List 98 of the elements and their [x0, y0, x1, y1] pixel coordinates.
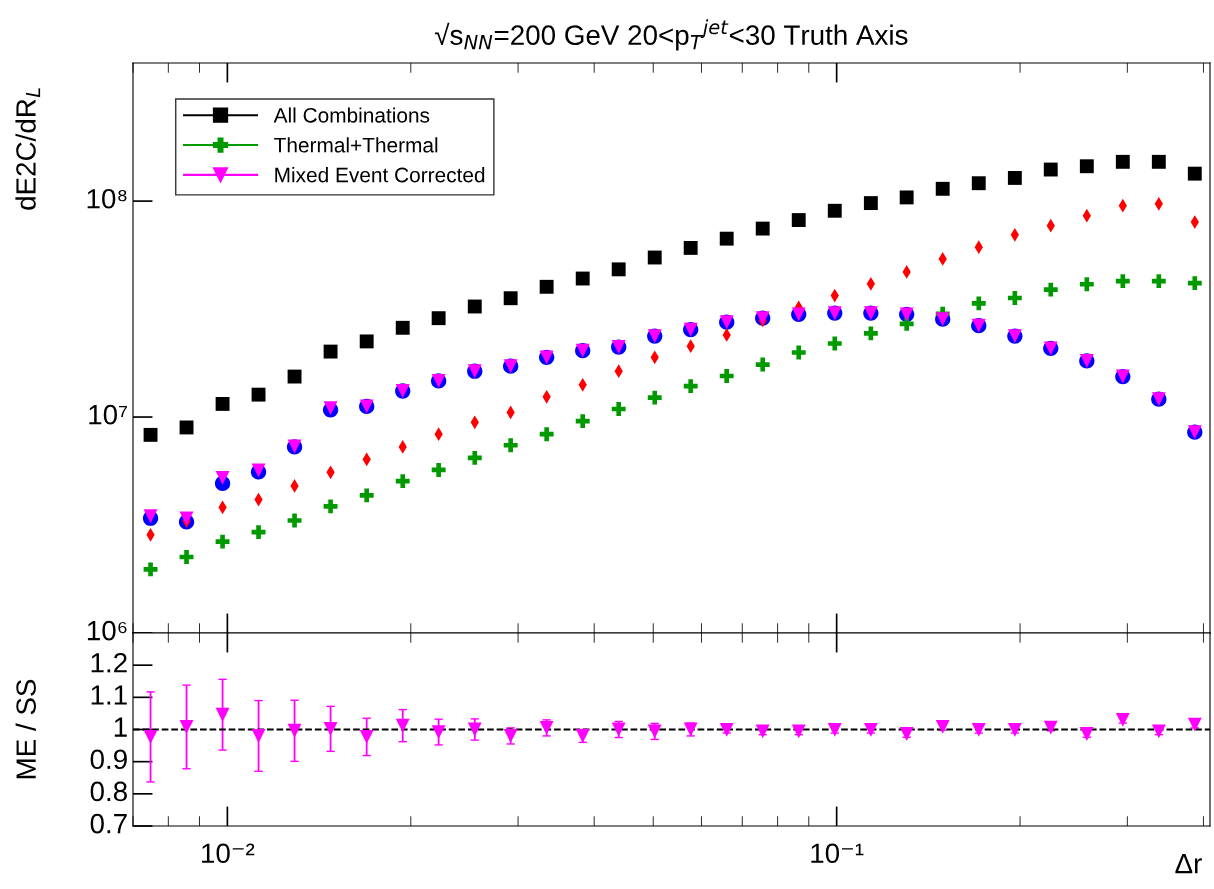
point: [899, 727, 914, 741]
point: [647, 250, 662, 265]
point: [611, 262, 626, 277]
point: [467, 722, 482, 737]
point: [575, 414, 590, 429]
point: [539, 427, 554, 442]
y-tick-label: 0.7: [90, 813, 127, 834]
point: [791, 345, 806, 360]
point: [287, 723, 302, 738]
point: [431, 462, 446, 477]
point: [1187, 166, 1202, 181]
point: [539, 279, 554, 294]
point: [1151, 274, 1166, 289]
point: [395, 718, 410, 733]
point: [1187, 276, 1202, 291]
point: [467, 450, 482, 465]
point: [1007, 722, 1022, 737]
y-tick-label: 10⁶: [87, 620, 127, 641]
point: [611, 402, 626, 416]
point: [215, 707, 230, 722]
y-tick-label: 0.8: [90, 781, 127, 802]
point: [755, 724, 770, 739]
point: [251, 525, 266, 540]
y-axis-title: ME / SS: [15, 679, 36, 779]
y-tick-label: 0.9: [90, 749, 127, 770]
point: [1007, 171, 1022, 185]
point: [863, 722, 878, 737]
point: [503, 438, 518, 453]
y-tick-label: 10⁷: [89, 404, 128, 425]
point: [1043, 162, 1058, 177]
point: [179, 719, 194, 734]
point: [971, 722, 986, 737]
point: [143, 562, 158, 577]
y-tick-label: 1: [114, 717, 127, 737]
point: [359, 729, 374, 744]
point: [683, 379, 698, 394]
point: [1115, 712, 1130, 727]
legend-label: Thermal+Thermal: [274, 137, 438, 153]
x-tick-label: 10⁻¹: [811, 843, 864, 864]
point: [647, 390, 662, 405]
point: [215, 534, 230, 549]
point: [935, 181, 950, 196]
chart-title: √s$_{NN}$=200 GeV 20<p$_{T}$$^{jet}$<30 Truth Axis: [434, 19, 908, 51]
point: [719, 722, 734, 737]
point: [1079, 159, 1094, 174]
point: [1115, 154, 1130, 169]
point: [323, 499, 338, 514]
point: [791, 213, 806, 227]
point: [179, 550, 194, 564]
point: [215, 470, 230, 485]
point: [971, 176, 986, 191]
legend-label: Mixed Event Corrected: [275, 167, 485, 183]
point: [323, 344, 338, 359]
point: [755, 221, 770, 236]
y-axis-title: dE2C/dR$_{L}$: [15, 88, 41, 210]
point: [143, 427, 158, 442]
x-tick-label: 10⁻²: [202, 843, 255, 864]
point: [467, 299, 482, 314]
point: [395, 320, 410, 335]
point: [395, 474, 410, 489]
point: [755, 357, 770, 372]
x-axis-title: Δr: [1175, 854, 1202, 874]
point: [1043, 282, 1058, 297]
point: [827, 336, 842, 351]
point: [791, 724, 806, 739]
point: [323, 721, 338, 736]
point: [431, 311, 446, 326]
point: [719, 369, 734, 383]
point: [1151, 154, 1166, 169]
point: [827, 203, 842, 218]
y-tick-label: 1.1: [91, 685, 127, 705]
point: [1043, 720, 1058, 735]
point: [971, 296, 986, 311]
point: [1007, 291, 1022, 305]
point: [359, 488, 374, 503]
point: [359, 334, 374, 349]
y-tick-label: 1.2: [91, 652, 127, 673]
legend-label: All Combinations: [273, 107, 430, 123]
point: [1115, 274, 1130, 289]
point: [683, 240, 698, 255]
point: [287, 513, 302, 528]
point: [863, 196, 878, 211]
point: [719, 231, 734, 246]
point: [1151, 724, 1166, 739]
point: [935, 719, 950, 734]
point: [863, 326, 878, 341]
point: [431, 725, 446, 740]
point: [143, 729, 158, 744]
point: [251, 728, 266, 743]
point: [251, 387, 266, 402]
point: [503, 291, 518, 306]
point: [215, 397, 230, 411]
y-tick-label: 10⁸: [87, 188, 127, 209]
point: [1079, 277, 1094, 292]
point: [1187, 717, 1202, 732]
point: [899, 190, 914, 205]
point: [575, 271, 590, 286]
point: [827, 722, 842, 737]
